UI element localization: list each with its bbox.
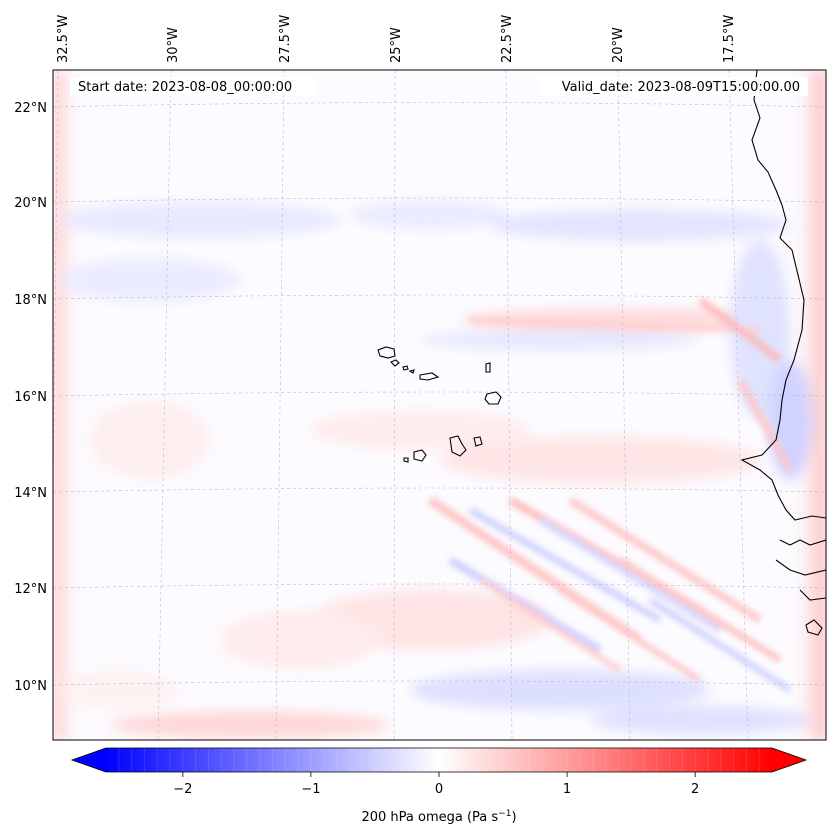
lat-label-14n: 14°N — [14, 486, 47, 501]
colorbar-high-extend — [772, 748, 806, 772]
lon-label-20w: 20°W — [611, 27, 626, 63]
lon-label-27-5w: 27.5°W — [278, 15, 293, 63]
colorbar-ticks: −2 −1 0 1 2 — [173, 772, 699, 797]
lon-label-17-5w: 17.5°W — [722, 15, 737, 63]
lat-label-20n: 20°N — [14, 196, 47, 211]
map-frame — [52, 69, 827, 741]
latitude-labels: 22°N 20°N 18°N 16°N 14°N 12°N 10°N — [14, 101, 47, 694]
lon-label-22-5w: 22.5°W — [500, 15, 515, 63]
lon-label-32-5w: 32.5°W — [56, 15, 71, 63]
cape-verde-islands — [377, 346, 502, 463]
longitude-labels: 32.5°W 30°W 27.5°W 25°W 22.5°W 20°W 17.5… — [56, 15, 737, 63]
colorbar-tick-label: 0 — [435, 782, 443, 797]
colorbar-gradient — [106, 748, 772, 772]
omega-field — [53, 70, 826, 740]
lon-label-30w: 30°W — [166, 27, 181, 63]
colorbar-bands — [118, 748, 760, 772]
valid-date-label: Valid_date: 2023-08-09T15:00:00.00 — [562, 80, 800, 95]
lat-label-18n: 18°N — [14, 293, 47, 308]
colorbar-tick-label: −1 — [301, 782, 320, 797]
lat-label-10n: 10°N — [14, 679, 47, 694]
valid-date-box: Valid_date: 2023-08-09T15:00:00.00 — [538, 77, 808, 96]
colorbar-tick-label: 1 — [563, 782, 571, 797]
lat-label-16n: 16°N — [14, 390, 47, 405]
coastline — [740, 70, 826, 636]
map-panel: Start date: 2023-08-08_00:00:00 Valid_da… — [14, 15, 827, 741]
lat-label-22n: 22°N — [14, 101, 47, 116]
colorbar-low-extend — [72, 748, 106, 772]
colorbar-label: 200 hPa omega (Pa s−1) — [361, 809, 516, 825]
colorbar-tick-label: −2 — [173, 782, 192, 797]
start-date-box: Start date: 2023-08-08_00:00:00 — [70, 77, 314, 96]
lon-label-25w: 25°W — [389, 27, 404, 63]
colorbar-outline — [70, 747, 808, 773]
start-date-label: Start date: 2023-08-08_00:00:00 — [78, 80, 292, 95]
graticule — [53, 70, 826, 740]
colorbar-tick-label: 2 — [691, 782, 699, 797]
colorbar: −2 −1 0 1 2 200 hPa omega (Pa s−1) — [70, 747, 808, 825]
lat-label-12n: 12°N — [14, 582, 47, 597]
